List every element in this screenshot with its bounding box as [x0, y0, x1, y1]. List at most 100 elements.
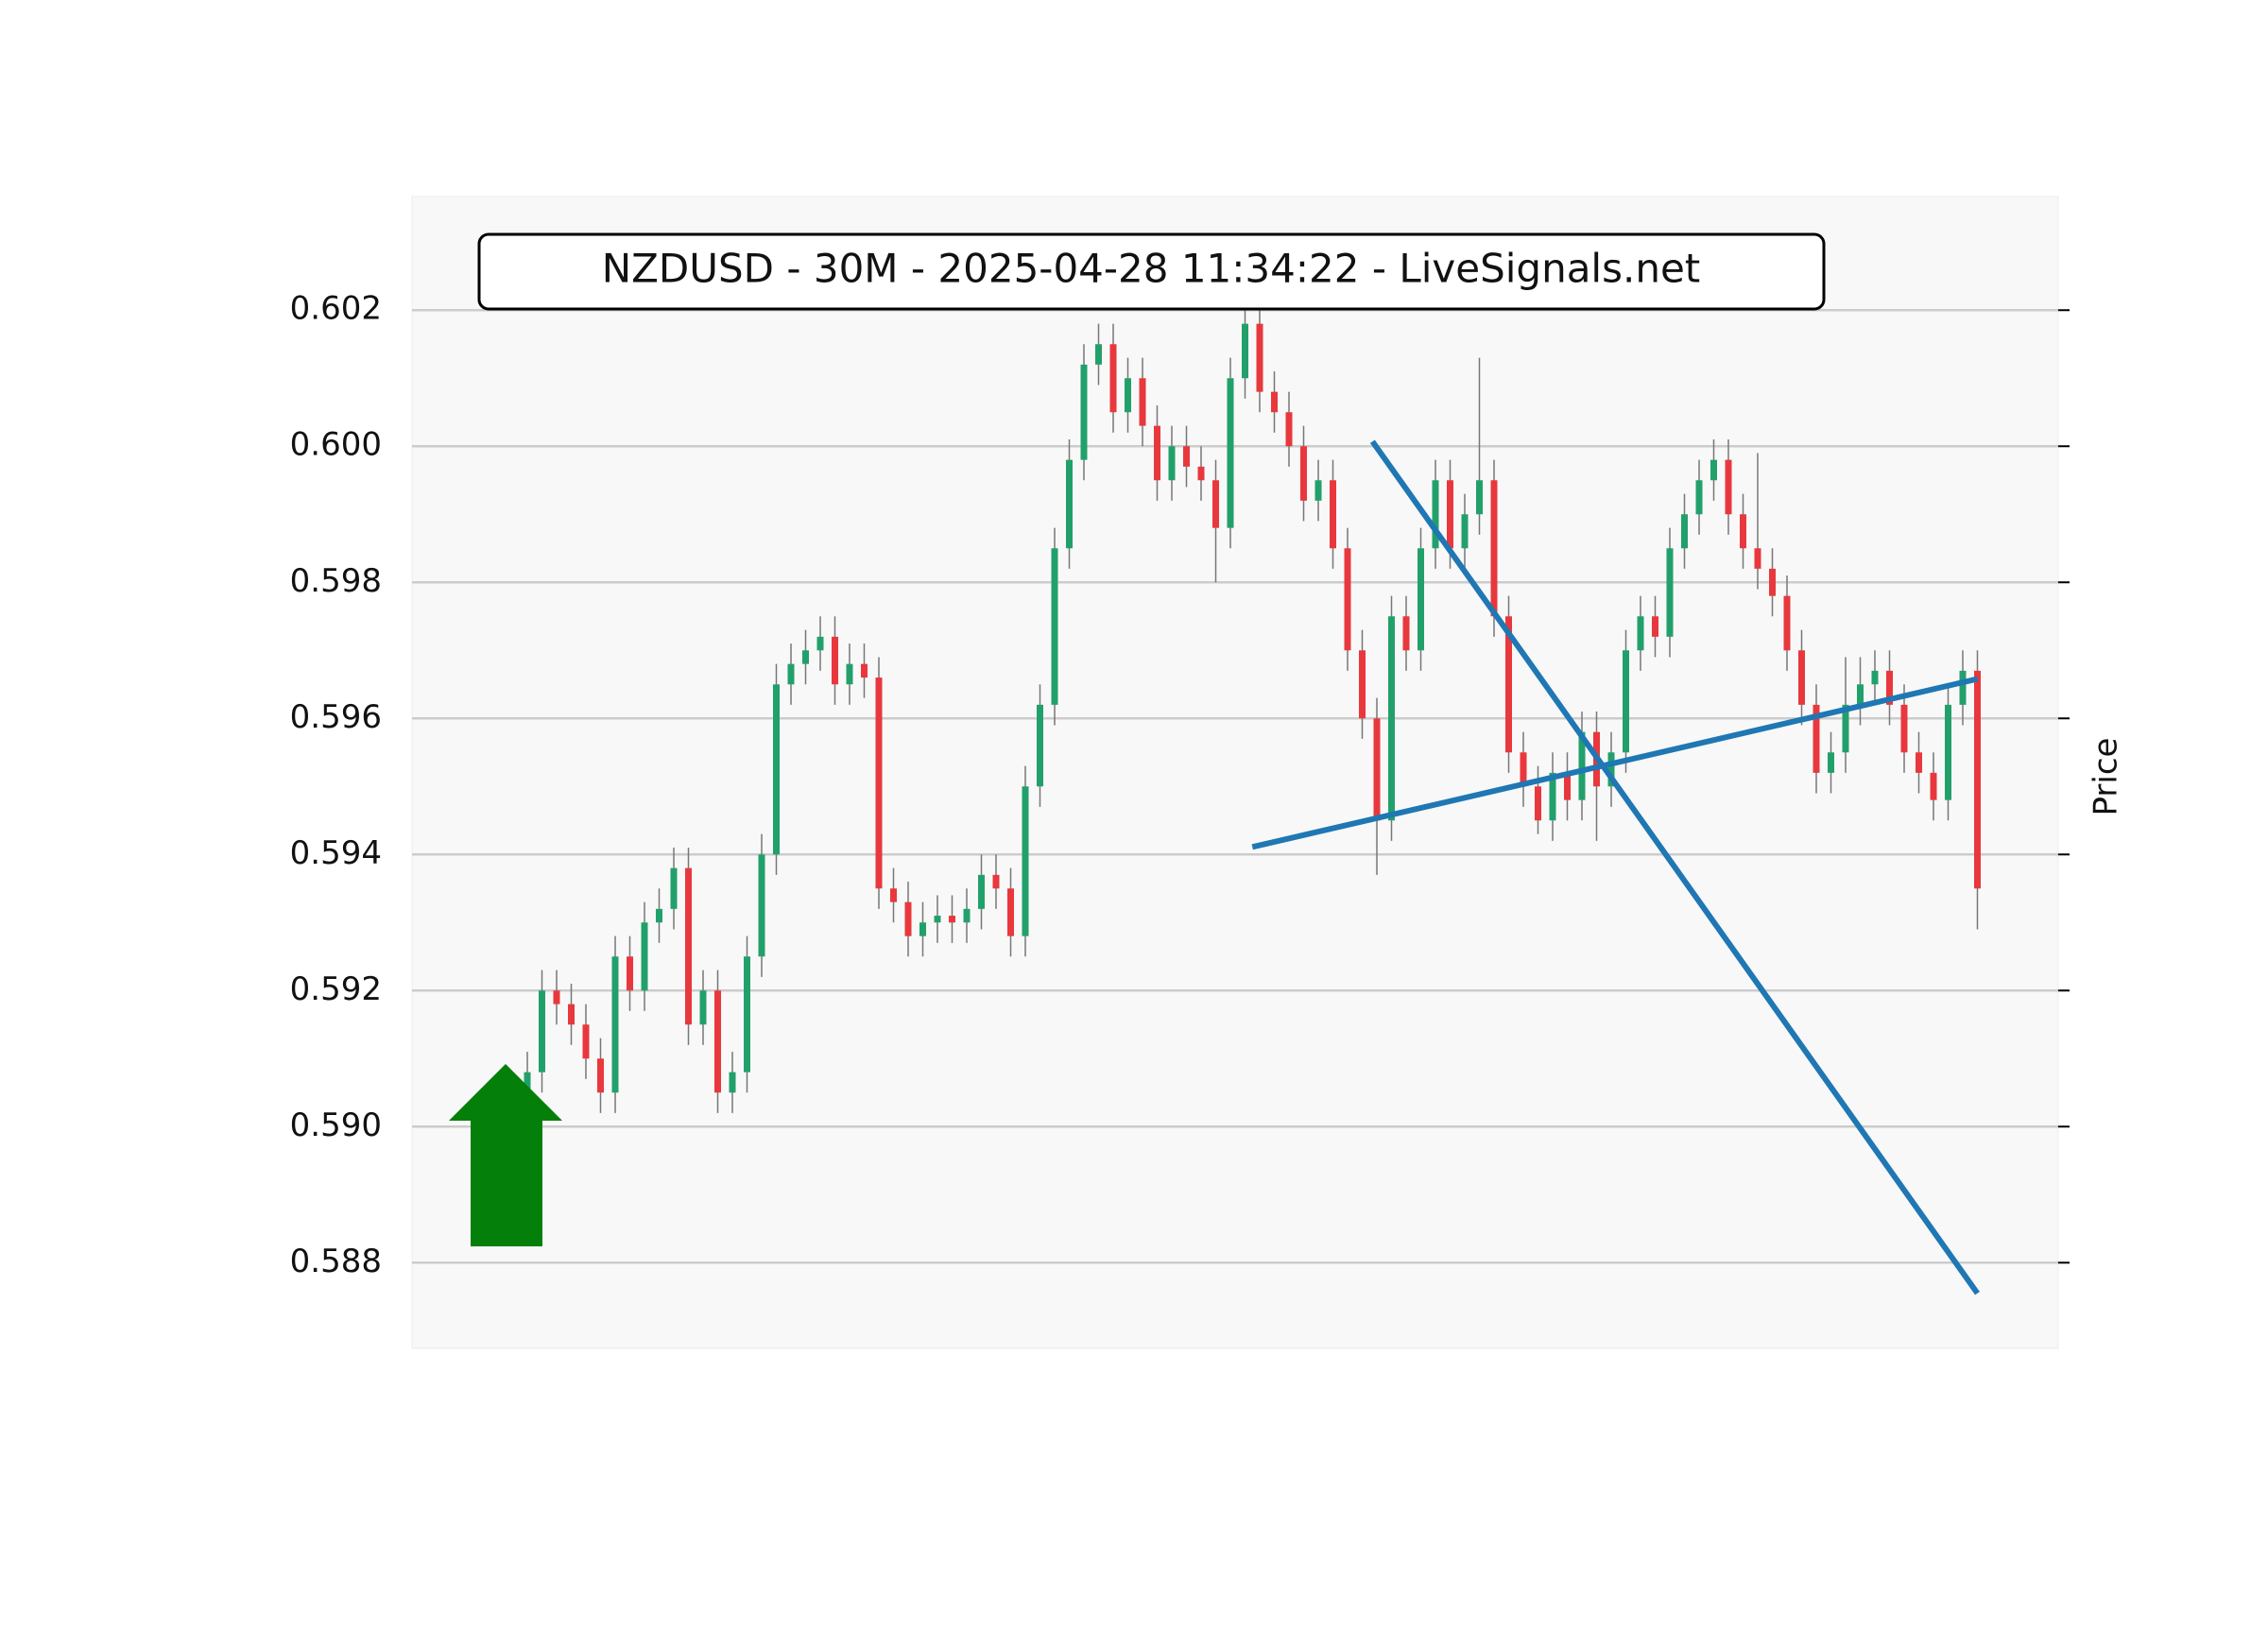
candle-body: [1681, 514, 1688, 549]
candle-body: [1564, 772, 1571, 800]
candle-body: [553, 990, 560, 1004]
chart-title: NZDUSD - 30M - 2025-04-28 11:34:22 - Liv…: [602, 246, 1701, 292]
candle-body: [1388, 616, 1395, 821]
candle-body: [1022, 786, 1029, 936]
candle-body: [1637, 616, 1644, 651]
candle-body: [1607, 752, 1615, 787]
candle-body: [744, 956, 750, 1072]
candle-body: [1271, 391, 1278, 413]
candle-body: [1285, 412, 1293, 447]
candle-body: [1842, 704, 1849, 753]
y-tick-label: 0.590: [290, 1107, 382, 1144]
candle-body: [832, 636, 838, 685]
candle-body: [1535, 786, 1541, 821]
candle-body: [773, 684, 780, 855]
candle-body: [816, 636, 824, 651]
candle-body: [1168, 446, 1176, 481]
candle-body: [627, 956, 633, 991]
candle-body: [611, 956, 619, 1093]
candle-body: [1402, 616, 1410, 651]
candle-body: [1037, 704, 1043, 787]
candle-body: [1505, 616, 1512, 753]
y-axis-label: Price: [2088, 738, 2125, 816]
candle-body: [568, 1004, 575, 1025]
candle-body: [670, 867, 678, 909]
candle-body: [1754, 548, 1761, 569]
plot-area: [411, 196, 2059, 1349]
candle-body: [1447, 480, 1453, 549]
candle-body: [1490, 480, 1498, 617]
candle-body: [1330, 480, 1336, 549]
candle-body: [1959, 670, 1967, 705]
candle-body: [1652, 616, 1658, 637]
candle-body: [1125, 378, 1131, 413]
candle-body: [1623, 650, 1629, 753]
candle-body: [1871, 670, 1879, 685]
y-tick-label: 0.596: [290, 698, 382, 736]
candle-body: [846, 663, 853, 685]
candle-body: [1139, 378, 1146, 426]
candle-body: [1740, 514, 1746, 549]
candle-body: [656, 908, 662, 923]
candle-body: [934, 916, 941, 923]
candle-body: [714, 990, 721, 1093]
candle-body: [699, 990, 707, 1025]
candle-body: [919, 922, 926, 936]
candle-body: [729, 1072, 736, 1093]
y-tick-label: 0.600: [290, 426, 382, 464]
y-tick-label: 0.588: [290, 1243, 382, 1280]
candle-body: [1359, 650, 1366, 719]
candle-body: [1432, 480, 1439, 549]
candle-body: [539, 990, 545, 1072]
y-tick-label: 0.594: [290, 834, 382, 872]
title-box: [477, 232, 1826, 311]
candle-body: [1828, 752, 1834, 773]
candle-body: [1710, 459, 1717, 481]
candle-body: [1007, 888, 1014, 936]
candle-body: [1066, 459, 1073, 549]
candle-body: [1798, 650, 1805, 705]
candle-body: [1154, 425, 1160, 481]
candle-body: [1900, 704, 1908, 753]
candle-body: [1197, 466, 1205, 481]
candle-body: [949, 916, 955, 923]
y-tick-label: 0.592: [290, 970, 382, 1008]
candle-body: [875, 678, 883, 889]
candle-body: [1520, 752, 1527, 787]
candle-body: [890, 888, 897, 902]
candle-body: [758, 854, 765, 957]
candle-body: [978, 874, 985, 909]
candle-body: [1300, 446, 1307, 501]
candle-body: [1945, 704, 1951, 800]
candle-body: [1256, 323, 1263, 392]
candle-body: [802, 650, 809, 664]
y-tick-label: 0.602: [290, 290, 382, 328]
candle-body: [1886, 670, 1893, 705]
candle-body: [1769, 568, 1776, 596]
candle-body: [641, 922, 648, 991]
candle-body: [861, 663, 868, 678]
y-tick-label: 0.598: [290, 562, 382, 600]
candle-body: [1813, 704, 1820, 773]
candle-body: [1461, 514, 1469, 549]
candle-body: [1666, 548, 1674, 637]
candle-body: [1783, 595, 1791, 651]
candle-body: [685, 867, 692, 1025]
candle-body: [1051, 548, 1058, 705]
candle-body: [963, 908, 971, 923]
candle-body: [582, 1024, 590, 1059]
candle-body: [1242, 323, 1248, 379]
candle-body: [1183, 446, 1190, 467]
candle-body: [1476, 480, 1483, 515]
candle-body: [1725, 459, 1732, 515]
candle-body: [1578, 731, 1586, 800]
candle-body: [1418, 548, 1424, 651]
candle-body: [1549, 772, 1556, 821]
candle-body: [1109, 344, 1117, 413]
candle-body: [1212, 480, 1219, 528]
candle-body: [1314, 480, 1322, 501]
candle-body: [1974, 670, 1981, 889]
candle-body: [597, 1058, 604, 1093]
candle-body: [1857, 684, 1864, 705]
